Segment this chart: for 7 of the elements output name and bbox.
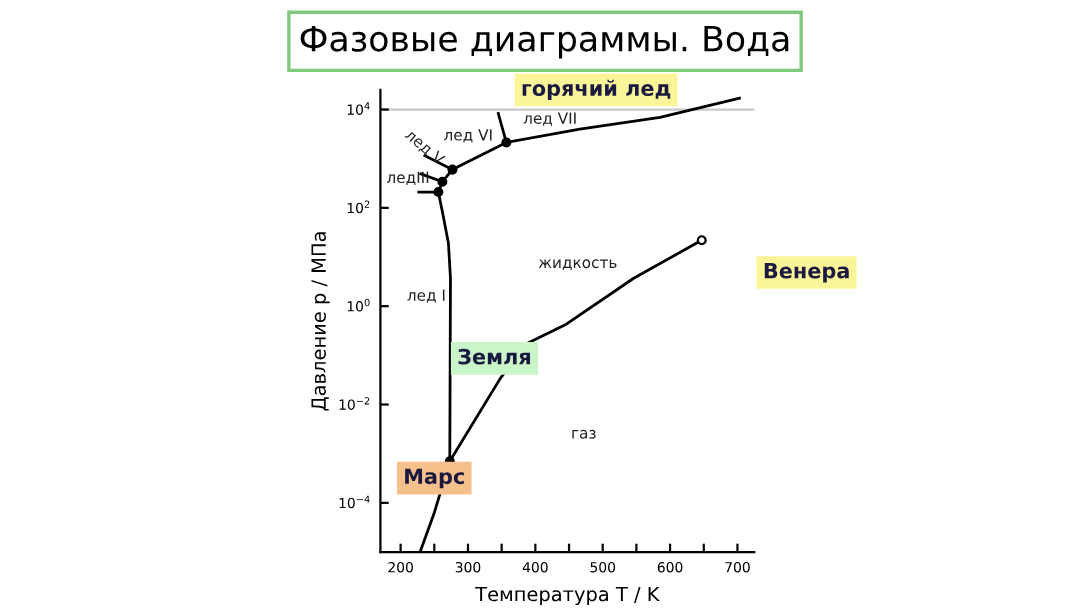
text: Венера bbox=[764, 263, 849, 283]
annotation: Марс bbox=[405, 468, 464, 489]
x-axis-title: Температура T / K bbox=[475, 586, 660, 606]
annotation: горячий лед bbox=[522, 79, 671, 101]
y-axis-title: Давление p / МПа bbox=[311, 232, 330, 411]
chart-title: Фазовые диаграммы. Вода bbox=[300, 25, 789, 59]
annotation: Земля bbox=[458, 348, 531, 365]
